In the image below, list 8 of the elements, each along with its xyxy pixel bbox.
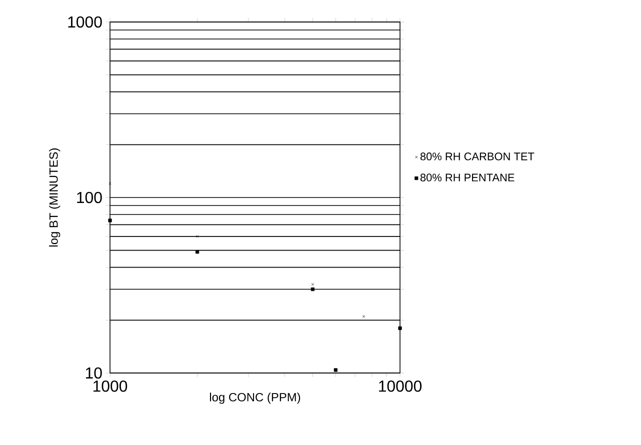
y-tick-label: 100 [77,192,102,204]
x-axis-title: log CONC (PPM) [210,392,300,404]
legend-label: 80% RH PENTANE [420,174,514,182]
y-tick-label: 1000 [68,16,102,28]
y-axis-title: log BT (MINUTES) [49,148,60,246]
x-tick-label: 10000 [379,380,422,392]
legend-label: 80% RH CARBON TET [420,152,534,160]
y-tick-label: 10 [86,367,102,379]
